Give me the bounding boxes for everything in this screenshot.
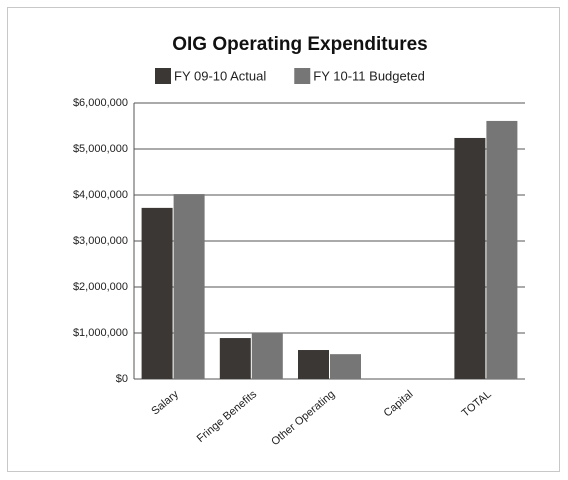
bar	[298, 350, 329, 379]
bar	[219, 338, 251, 379]
y-tick-label: $3,000,000	[73, 235, 128, 247]
y-tick-label: $6,000,000	[73, 97, 128, 109]
bar	[173, 194, 205, 379]
y-tick-label: $4,000,000	[73, 189, 128, 201]
bar	[330, 354, 361, 379]
bar	[251, 333, 283, 379]
legend-swatch	[294, 68, 311, 84]
bar	[454, 137, 486, 379]
bar	[486, 120, 518, 379]
legend-label: FY 10-11 Budgeted	[313, 68, 425, 83]
chart-title: OIG Operating Expenditures	[172, 34, 428, 55]
y-tick-label: $0	[116, 373, 128, 385]
y-tick-label: $2,000,000	[73, 281, 128, 293]
bar	[141, 207, 173, 379]
legend-label: FY 09-10 Actual	[174, 68, 266, 83]
legend-swatch	[155, 68, 171, 84]
y-tick-label: $5,000,000	[73, 143, 128, 155]
y-tick-label: $1,000,000	[73, 327, 128, 339]
